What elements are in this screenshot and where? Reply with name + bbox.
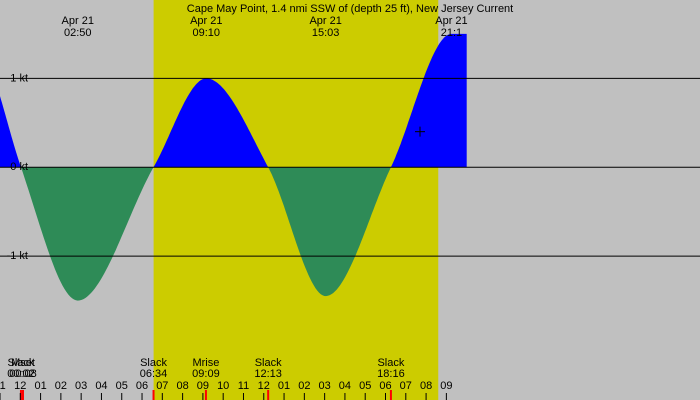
x-tick-label: 12 [258, 380, 270, 392]
y-tick-labels: 1 kt 0 kt -1 kt [7, 72, 28, 262]
extremum-date: Apr 21 [435, 15, 467, 27]
x-tick-label: 06 [379, 380, 391, 392]
event-tick [21, 390, 24, 400]
extremum-date: Apr 21 [190, 15, 222, 27]
y-tick-label: 1 kt [10, 72, 28, 84]
x-tick-label: 09 [440, 380, 452, 392]
x-tick-label: 02 [298, 380, 310, 392]
x-tick-label: 07 [400, 380, 412, 392]
x-tick-label: 05 [116, 380, 128, 392]
event-time: 18:16 [377, 368, 405, 380]
extremum-time: 15:03 [312, 27, 340, 39]
x-tick-label: 11 [0, 380, 6, 392]
current-curve [0, 33, 467, 301]
extremum-time: 09:10 [193, 27, 221, 39]
event-label: Slack [8, 357, 35, 369]
event-time: 12:13 [254, 368, 282, 380]
ebb-area [268, 167, 391, 297]
event-tick [204, 390, 207, 400]
x-tick-label: 08 [420, 380, 432, 392]
extremum-time: 21:1 [441, 27, 462, 39]
chart-title: Cape May Point, 1.4 nmi SSW of (depth 25… [187, 3, 513, 15]
event-tick [389, 390, 392, 400]
x-tick-label: 11 [238, 380, 249, 392]
x-tick-label: 03 [319, 380, 331, 392]
event-time: 00:08 [9, 368, 37, 380]
x-tick-label: 10 [217, 380, 229, 392]
flood-area [390, 33, 467, 168]
extremum-time: 02:50 [64, 27, 92, 39]
event-time: 00:02 [7, 368, 35, 380]
event-time: 09:09 [192, 368, 220, 380]
x-tick-label: 03 [75, 380, 87, 392]
x-tick-label: 02 [55, 380, 67, 392]
x-tick-label: 09 [197, 380, 209, 392]
event-label: Mset [11, 357, 35, 369]
x-tick-label: 08 [176, 380, 188, 392]
extremum-date: Apr 21 [62, 15, 94, 27]
flood-area [153, 78, 269, 168]
x-tick-label: 01 [278, 380, 290, 392]
x-tick-label: 05 [359, 380, 371, 392]
x-tick-labels: 11 12 01 02 03 04 05 06 07 08 09 10 11 12 01 02 03 04 05 06… [0, 380, 453, 400]
extremum-date: Apr 21 [309, 15, 341, 27]
event-label: Mrise [192, 357, 219, 369]
event-tick [267, 390, 270, 400]
event-tick [152, 390, 155, 400]
event-time: 06:34 [140, 368, 168, 380]
crosshair-marker [415, 126, 425, 137]
event-label: Slack [255, 357, 282, 369]
ebb-area [21, 167, 154, 301]
event-tick [19, 390, 22, 400]
x-tick-label: 07 [156, 380, 168, 392]
x-tick-label: 06 [136, 380, 148, 392]
y-tick-label: 0 kt [10, 161, 28, 173]
x-tick-label: 01 [34, 380, 46, 392]
x-tick-label: 04 [95, 380, 107, 392]
speed-reference-lines [0, 77, 700, 257]
x-tick-label: 04 [339, 380, 351, 392]
y-tick-label: -1 kt [7, 250, 28, 262]
event-labels: Slack00:02Mset00:08Slack06:34Mrise09:09S… [7, 357, 405, 400]
x-tick-label: 12 [14, 380, 26, 392]
event-label: Slack [377, 357, 404, 369]
event-label: Slack [140, 357, 167, 369]
flood-area [0, 96, 21, 168]
